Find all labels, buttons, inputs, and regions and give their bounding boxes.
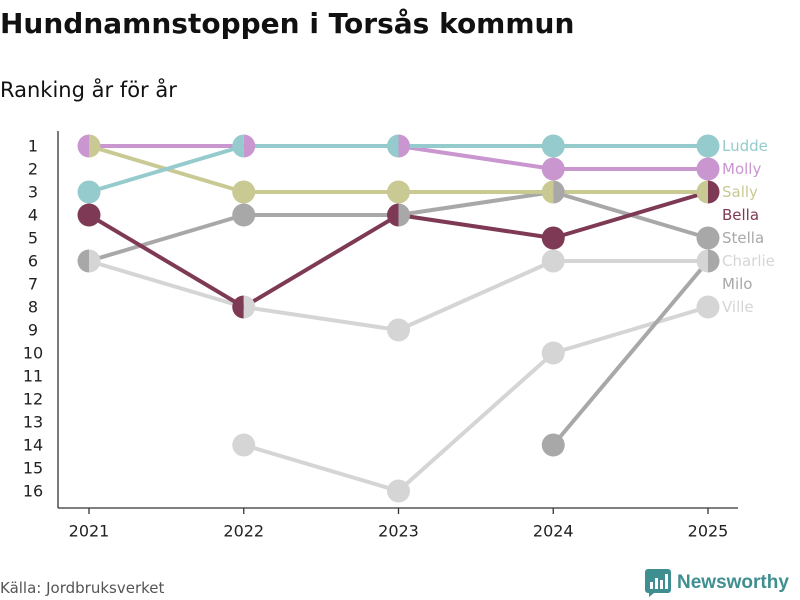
chart-subtitle: Ranking år för år	[0, 78, 177, 102]
y-tick-label-11: 11	[23, 367, 43, 386]
marker-ville-2023	[387, 479, 410, 503]
marker-half-stella-2024	[553, 180, 565, 204]
y-tick-label-8: 8	[28, 298, 38, 317]
marker-milo-2024	[541, 433, 565, 457]
source-note: Källa: Jordbruksverket	[0, 579, 165, 597]
x-tick-label-2023: 2023	[378, 522, 419, 541]
y-tick-label-2: 2	[28, 160, 38, 179]
y-tick-label-4: 4	[28, 206, 38, 225]
marker-half-sally-2025	[696, 180, 708, 204]
bar-chart-speech-bubble-icon	[645, 569, 671, 597]
marker-sally-2023	[387, 180, 410, 204]
series-label-sally: Sally	[722, 183, 758, 201]
marker-stella-2022	[232, 203, 256, 227]
line-segment-charlie-2022-2023	[241, 305, 401, 332]
marker-ludde-2025	[696, 134, 720, 158]
logo-bar	[665, 574, 668, 589]
line-segment-ludde-2021-2022	[87, 144, 246, 194]
marker-ville-2024	[541, 341, 565, 365]
y-tick-label-12: 12	[23, 390, 43, 409]
x-ticks: 2021 2022 2023 2024 2025	[69, 508, 729, 541]
x-tick-label-2025: 2025	[688, 522, 729, 541]
marker-half-sally-2024	[541, 180, 554, 204]
marker-half-ludde-2023	[387, 134, 399, 158]
x-tick-label-2024: 2024	[533, 522, 574, 541]
series-label-bella: Bella	[722, 206, 759, 224]
marker-charlie-2023	[387, 318, 410, 342]
marker-half-charlie-2025	[696, 249, 708, 273]
series-label-ville: Ville	[722, 298, 754, 316]
marker-half-bella-2022	[232, 295, 244, 319]
marker-bella-2024	[541, 226, 565, 250]
line-segment-bella-2024-2025	[551, 190, 710, 240]
line-segment-bella-2021-2022	[87, 213, 246, 309]
marker-half-molly-2023	[398, 134, 411, 158]
marker-half-charlie-2021	[89, 249, 101, 273]
series-label-ludde: Ludde	[722, 137, 768, 155]
y-tick-label-14: 14	[23, 436, 43, 455]
marker-half-sally-2021	[89, 134, 101, 158]
marker-ville-2025	[696, 295, 720, 319]
y-tick-label-7: 7	[28, 275, 38, 294]
marker-half-milo-2025	[708, 249, 720, 273]
series-markers	[77, 134, 720, 503]
marker-half-stella-2023	[398, 203, 411, 227]
newsworthy-logo[interactable]: Newsworthy	[645, 569, 789, 597]
line-segment-ville-2023-2024	[396, 351, 556, 493]
line-segment-ville-2024-2025	[551, 305, 710, 355]
marker-half-molly-2021	[77, 134, 89, 158]
y-tick-label-10: 10	[23, 344, 43, 363]
line-segment-ville-2022-2023	[241, 443, 401, 493]
marker-sally-2022	[232, 180, 256, 204]
line-segment-charlie-2023-2024	[396, 259, 556, 332]
marker-half-charlie-2022	[243, 295, 256, 319]
marker-molly-2025	[696, 157, 720, 181]
logo-bar	[660, 580, 663, 589]
y-tick-label-16: 16	[23, 482, 43, 501]
y-tick-label-1: 1	[28, 137, 38, 156]
series-label-milo: Milo	[722, 275, 752, 293]
marker-half-bella-2025	[708, 180, 720, 204]
logo-bar	[650, 582, 653, 589]
marker-ludde-2024	[541, 134, 565, 158]
marker-half-bella-2023	[387, 203, 399, 227]
line-segment-milo-2024-2025	[551, 259, 710, 447]
marker-stella-2025	[696, 226, 720, 250]
line-segment-bella-2023-2024	[396, 213, 556, 240]
x-tick-label-2022: 2022	[223, 522, 264, 541]
x-tick-label-2021: 2021	[69, 522, 110, 541]
line-segment-stella-2021-2022	[87, 213, 246, 263]
chart-title: Hundnamnstoppen i Torsås kommun	[0, 7, 575, 40]
marker-half-stella-2021	[77, 249, 89, 273]
series-label-molly: Molly	[722, 160, 761, 178]
y-tick-label-15: 15	[23, 459, 43, 478]
y-tick-label-6: 6	[28, 252, 38, 271]
marker-half-molly-2022	[243, 134, 256, 158]
marker-charlie-2024	[541, 249, 565, 273]
marker-ludde-2021	[77, 180, 101, 204]
marker-bella-2021	[77, 203, 101, 227]
y-tick-label-9: 9	[28, 321, 38, 340]
logo-bar	[655, 578, 658, 589]
line-segment-stella-2023-2024	[396, 190, 556, 217]
y-tick-label-3: 3	[28, 183, 38, 202]
series-lines	[87, 144, 710, 493]
y-tick-label-13: 13	[23, 413, 43, 432]
line-segment-bella-2022-2023	[241, 213, 401, 309]
logo-wordmark: Newsworthy	[677, 572, 789, 593]
line-segment-molly-2023-2024	[396, 144, 556, 171]
line-segment-charlie-2021-2022	[87, 259, 246, 309]
marker-ville-2022	[232, 433, 256, 457]
series-label-stella: Stella	[722, 229, 764, 247]
y-tick-label-5: 5	[28, 229, 38, 248]
series-end-labels: Ludde Molly Sally Bella Stella Charlie Milo Vil…	[722, 137, 775, 316]
marker-molly-2024	[541, 157, 565, 181]
series-label-charlie: Charlie	[722, 252, 775, 270]
marker-half-ludde-2022	[232, 134, 244, 158]
